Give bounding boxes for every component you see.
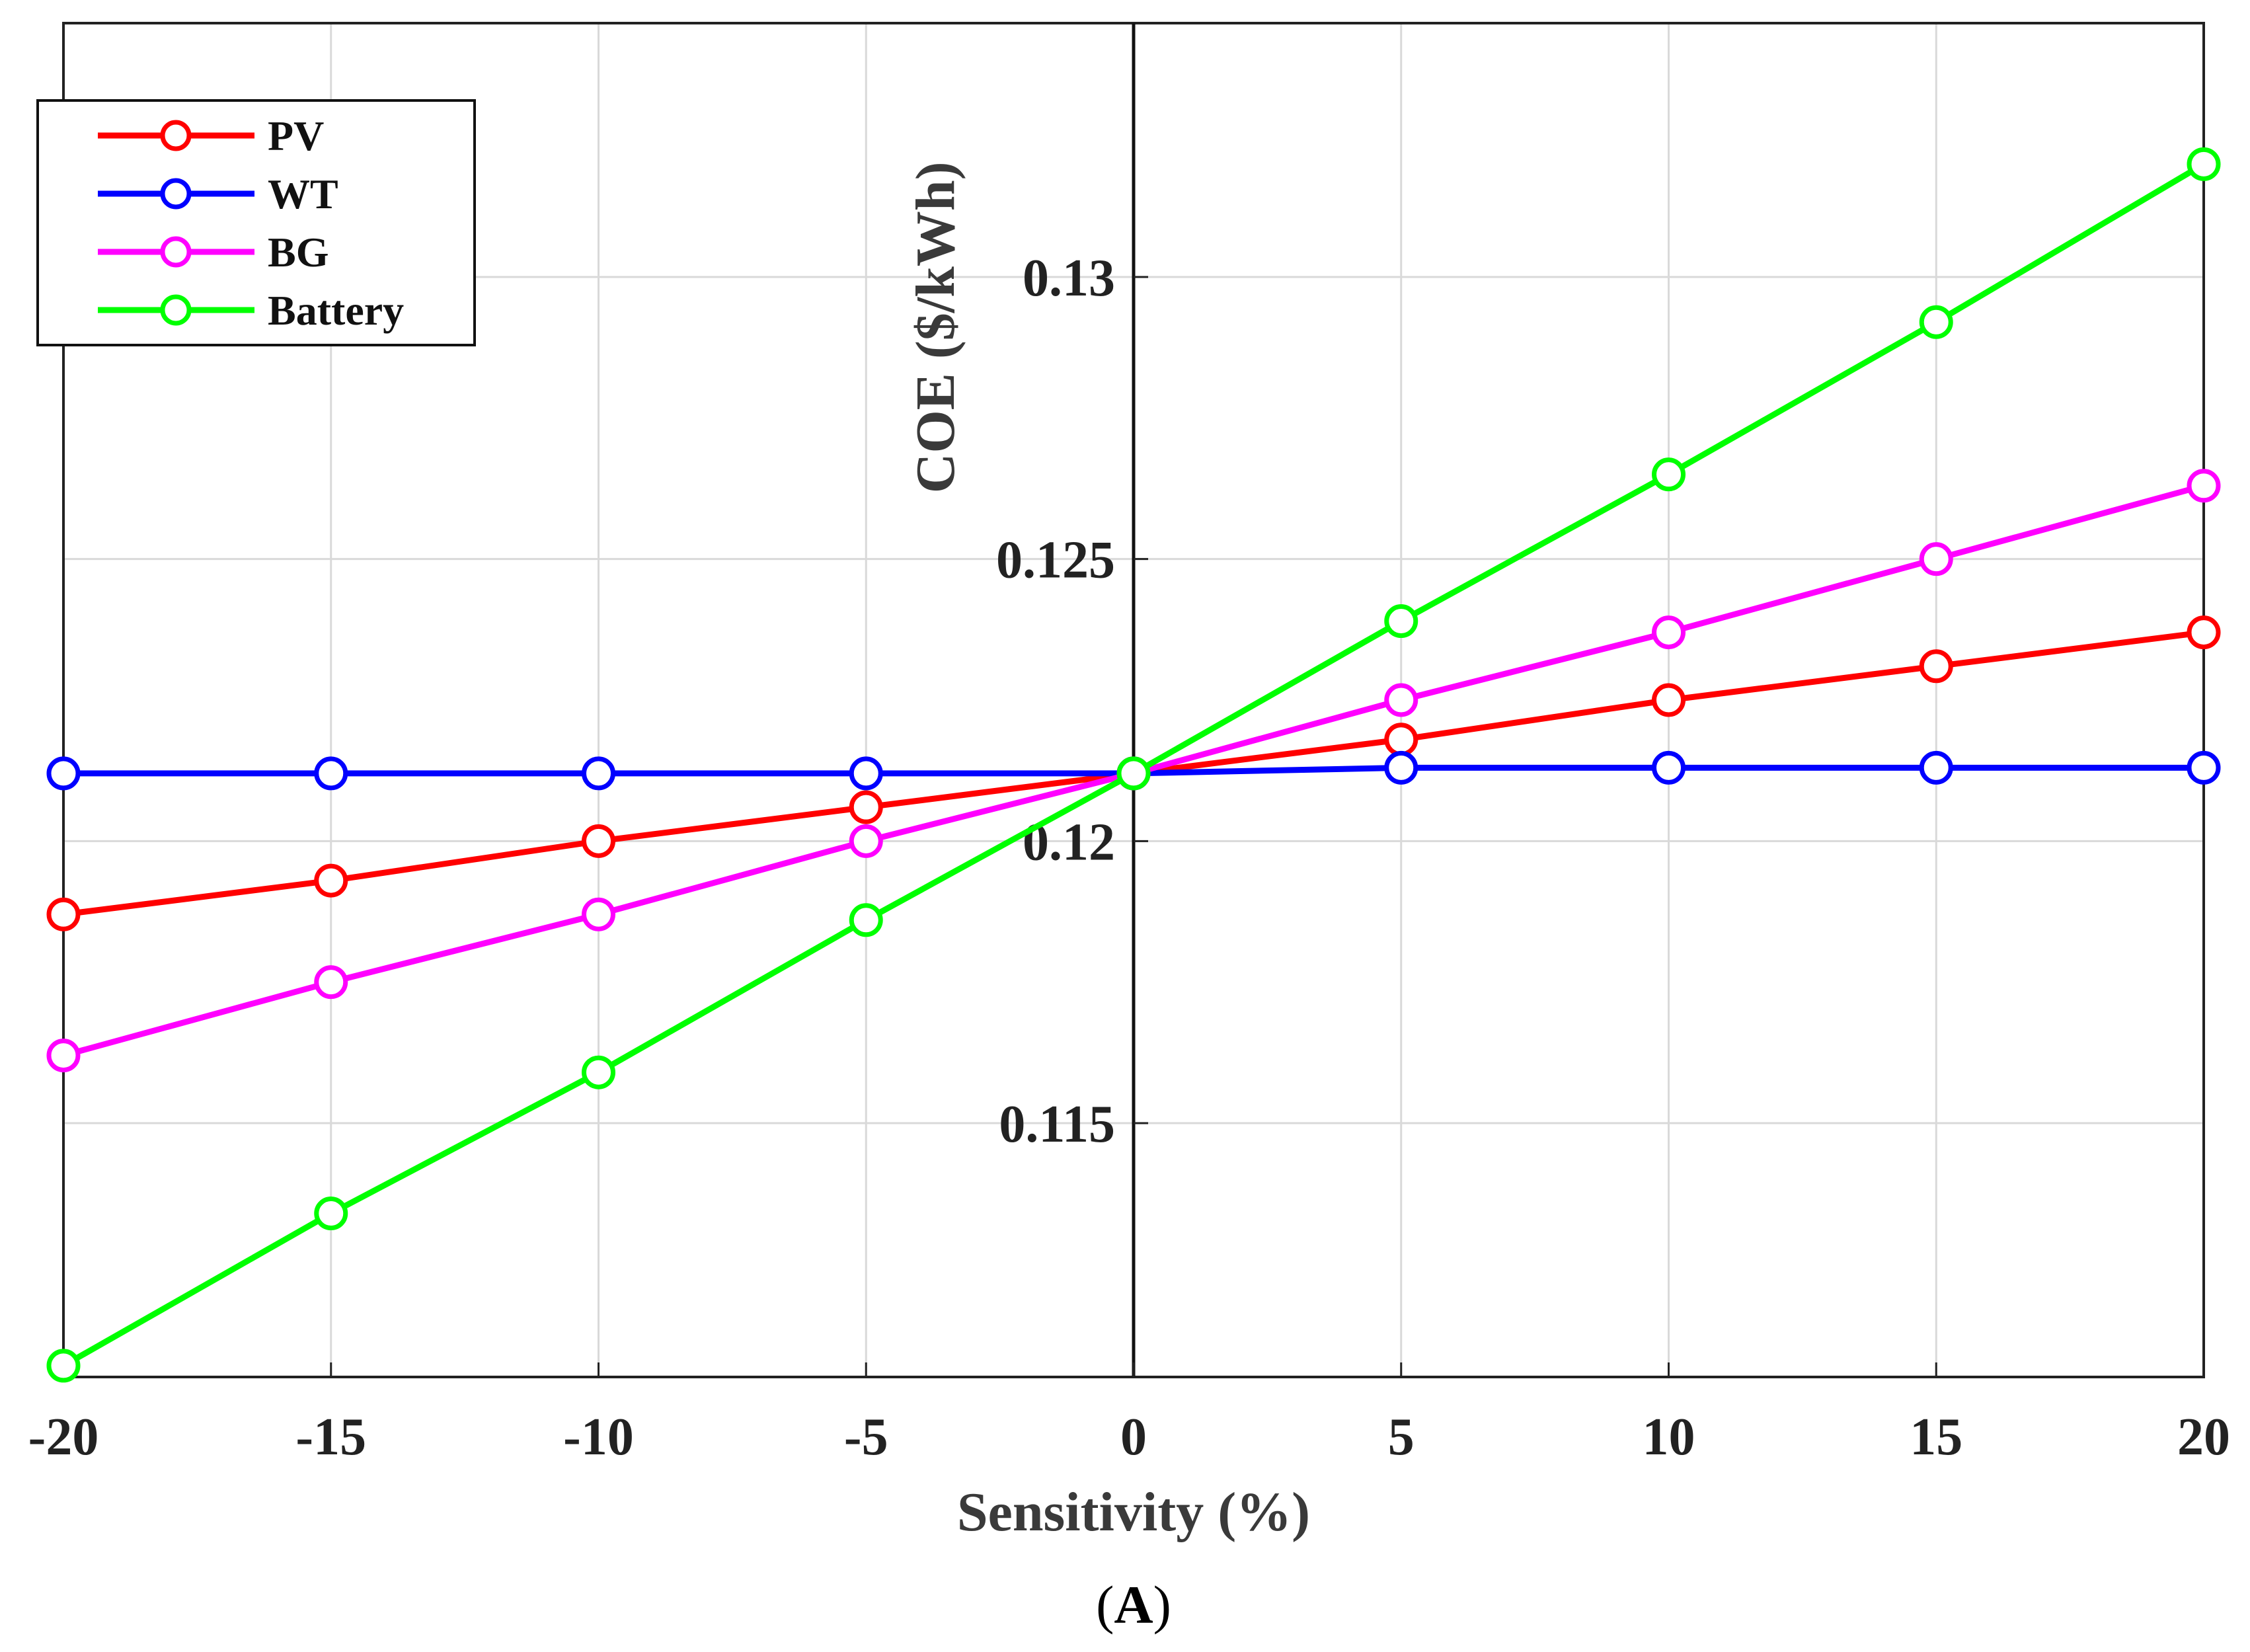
y-tick-label: 0.12: [1023, 813, 1115, 871]
legend-marker-pv: [160, 120, 192, 151]
data-point-bg: [849, 824, 883, 858]
data-point-pv: [849, 790, 883, 824]
legend-marker-wt: [160, 178, 192, 210]
data-point-battery: [2187, 147, 2221, 181]
data-point-battery: [1116, 756, 1151, 791]
data-point-wt: [1652, 750, 1686, 785]
data-point-bg: [46, 1039, 81, 1073]
x-tick-label: 20: [2177, 1408, 2230, 1466]
data-point-bg: [1919, 542, 1953, 576]
data-point-battery: [1919, 305, 1953, 339]
x-tick-label: 5: [1388, 1408, 1415, 1466]
data-point-wt: [314, 756, 348, 791]
data-point-wt: [1919, 750, 1953, 785]
data-point-pv: [1919, 649, 1953, 684]
x-tick-label: 15: [1910, 1408, 1962, 1466]
legend-marker-bg: [160, 236, 192, 268]
x-tick-label: -15: [295, 1408, 366, 1466]
data-point-wt: [849, 756, 883, 791]
x-tick-label: -10: [563, 1408, 634, 1466]
data-point-bg: [582, 897, 615, 931]
data-point-pv: [1652, 683, 1686, 717]
data-point-bg: [1652, 615, 1686, 650]
data-point-pv: [46, 897, 81, 931]
data-point-bg: [314, 965, 348, 1000]
x-axis-label: Sensitivity (%): [957, 1481, 1310, 1543]
data-point-pv: [1384, 723, 1418, 757]
x-tick-label: 0: [1120, 1408, 1147, 1466]
y-tick-label: 0.125: [996, 531, 1115, 590]
data-point-battery: [849, 903, 883, 937]
legend-label-wt: WT: [268, 171, 338, 217]
legend: PV WT BG Battery: [36, 99, 476, 346]
data-point-battery: [582, 1055, 615, 1089]
data-point-wt: [1384, 750, 1418, 785]
y-tick-labels: 0.115 0.12 0.125 0.13: [996, 249, 1148, 1154]
data-point-wt: [2187, 750, 2221, 785]
legend-label-battery: Battery: [268, 287, 404, 334]
data-point-battery: [1652, 457, 1686, 492]
data-point-wt: [582, 756, 615, 791]
data-point-bg: [1384, 683, 1418, 717]
y-tick-label: 0.13: [1023, 249, 1115, 307]
series-battery: [46, 147, 2221, 1383]
figure-caption: (A): [1096, 1575, 1171, 1635]
legend-box: [36, 99, 476, 346]
data-point-pv: [2187, 615, 2221, 650]
data-point-wt: [46, 756, 81, 791]
data-point-battery: [46, 1349, 81, 1383]
y-tick-label: 0.115: [999, 1095, 1115, 1154]
series-layer: [46, 147, 2221, 1383]
figure-caption-letter: A: [1114, 1575, 1153, 1635]
legend-label-pv: PV: [268, 112, 324, 159]
data-point-pv: [582, 824, 615, 858]
data-point-bg: [2187, 469, 2221, 503]
data-point-battery: [1384, 604, 1418, 639]
x-tick-labels: -20 -15 -10 -5 0 5 10 15 20: [28, 1362, 2230, 1466]
x-tick-label: -20: [28, 1408, 99, 1466]
y-axis-label: COE ($/kWh): [905, 161, 966, 493]
data-point-battery: [314, 1197, 348, 1231]
x-tick-label: 10: [1643, 1408, 1695, 1466]
data-point-pv: [314, 863, 348, 898]
legend-marker-battery: [160, 294, 192, 326]
x-tick-label: -5: [844, 1408, 888, 1466]
legend-label-bg: BG: [268, 229, 329, 276]
